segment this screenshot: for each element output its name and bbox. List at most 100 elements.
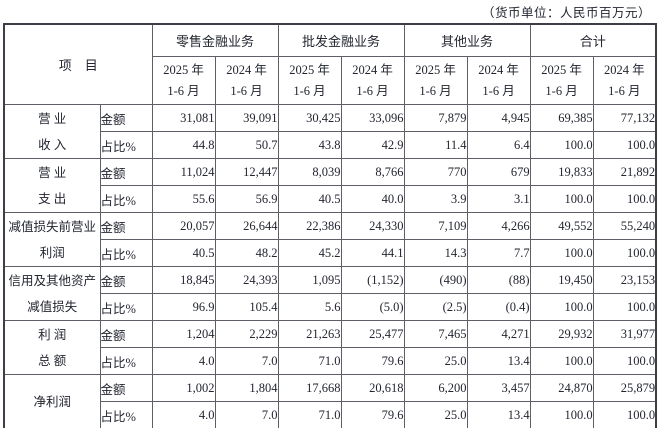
pct-cell: 100.0: [529, 293, 594, 321]
period-year-label: 2025 年: [541, 62, 582, 77]
amount-cell: 31,081: [151, 104, 216, 132]
row-label: 利 润总 额: [3, 320, 101, 375]
row-label: 减值损失前营业 利润: [3, 212, 101, 267]
amount-cell: (1,152): [340, 266, 405, 294]
period-months-label: 1-6 月: [293, 83, 326, 98]
amount-cell: 18,845: [151, 266, 216, 294]
amount-cell: 2,229: [214, 320, 279, 348]
pct-cell: 100.0: [529, 131, 594, 159]
amount-cell: 19,833: [529, 158, 594, 186]
amount-cell: 8,766: [340, 158, 405, 186]
group-header-wholesale: 批发金融业务: [277, 23, 405, 57]
row-label-line: 营 业: [38, 111, 67, 126]
period-header: 2025 年 1-6 月: [277, 56, 342, 105]
amount-cell: 55,240: [592, 212, 657, 240]
pct-cell: 7.7: [466, 239, 531, 267]
pct-cell: (5.0): [340, 293, 405, 321]
amount-sublabel: 金额: [99, 212, 153, 240]
period-header: 2025 年 1-6 月: [151, 56, 216, 105]
pct-cell: 7.0: [214, 347, 279, 375]
amount-cell: 39,091: [214, 104, 279, 132]
amount-cell: 21,892: [592, 158, 657, 186]
table-row: 占比% 55.6 56.9 40.5 40.0 3.9 3.1 100.0 100.0: [4, 185, 657, 213]
pct-cell: 25.0: [403, 347, 468, 375]
amount-cell: 24,870: [529, 374, 594, 402]
pct-cell: 42.9: [340, 131, 405, 159]
pct-cell: 43.8: [277, 131, 342, 159]
amount-cell: 4,266: [466, 212, 531, 240]
period-header: 2024 年 1-6 月: [340, 56, 405, 105]
period-year-label: 2024 年: [604, 62, 645, 77]
amount-sublabel: 金额: [99, 104, 153, 132]
amount-cell: 26,644: [214, 212, 279, 240]
pct-cell: 48.2: [214, 239, 279, 267]
amount-cell: 31,977: [592, 320, 657, 348]
pct-cell: 6.4: [466, 131, 531, 159]
table-row: 利 润总 额金额 1,204 2,229 21,263 25,477 7,465 4,271…: [3, 320, 657, 375]
table-row: 营 业收 入金额 31,081 39,091 30,425 33,096 7,879 4,9…: [3, 104, 657, 159]
pct-cell: 44.1: [340, 239, 405, 267]
amount-cell: 33,096: [340, 104, 405, 132]
amount-cell: 770: [403, 158, 468, 186]
period-months-label: 1-6 月: [419, 83, 452, 98]
period-year-label: 2025 年: [163, 62, 204, 77]
pct-cell: 50.7: [214, 131, 279, 159]
pct-cell: 100.0: [592, 293, 657, 321]
pct-cell: 79.6: [340, 347, 405, 375]
pct-sublabel: 占比%: [99, 347, 153, 375]
amount-sublabel: 金额: [99, 320, 153, 348]
row-label-line: 减值损失: [27, 299, 78, 314]
table-row: 占比% 4.0 7.0 71.0 79.6 25.0 13.4 100.0 100.0: [4, 347, 657, 375]
pct-cell: 3.1: [466, 185, 531, 213]
pct-cell: 100.0: [529, 347, 594, 375]
pct-cell: 100.0: [529, 239, 594, 267]
amount-cell: 20,057: [151, 212, 216, 240]
amount-cell: 7,109: [403, 212, 468, 240]
row-label-line: 净利润: [33, 394, 71, 409]
amount-cell: 1,095: [277, 266, 342, 294]
period-months-label: 1-6 月: [482, 83, 515, 98]
pct-cell: 13.4: [466, 401, 531, 428]
row-label-line: 支 出: [38, 191, 67, 206]
pct-cell: 45.2: [277, 239, 342, 267]
pct-cell: 40.5: [151, 239, 216, 267]
amount-cell: 1,204: [151, 320, 216, 348]
amount-cell: 25,879: [592, 374, 657, 402]
row-label-line: 利 润: [38, 327, 67, 342]
amount-cell: 77,132: [592, 104, 657, 132]
amount-cell: 8,039: [277, 158, 342, 186]
period-header-row: 2025 年 1-6 月 2024 年 1-6 月 2025 年 1-6 月 2024 年 1…: [4, 56, 657, 105]
pct-cell: 79.6: [340, 401, 405, 428]
pct-cell: 100.0: [529, 401, 594, 428]
group-header-other: 其他业务: [403, 23, 531, 57]
table-row: 占比% 44.8 50.7 43.8 42.9 11.4 6.4 100.0 100.0: [4, 131, 657, 159]
amount-cell: 7,879: [403, 104, 468, 132]
row-label-line: 收 入: [38, 137, 67, 152]
pct-cell: 100.0: [592, 131, 657, 159]
pct-cell: 100.0: [592, 347, 657, 375]
pct-cell: 4.0: [151, 347, 216, 375]
period-months-label: 1-6 月: [356, 83, 389, 98]
item-column-header: 项 目: [3, 23, 153, 105]
pct-cell: 13.4: [466, 347, 531, 375]
pct-cell: 71.0: [277, 347, 342, 375]
amount-sublabel: 金额: [99, 374, 153, 402]
amount-cell: 69,385: [529, 104, 594, 132]
period-year-label: 2024 年: [352, 62, 393, 77]
period-header: 2025 年 1-6 月: [529, 56, 594, 105]
period-year-label: 2024 年: [226, 62, 267, 77]
amount-cell: 17,668: [277, 374, 342, 402]
group-header-total: 合计: [529, 23, 657, 57]
amount-cell: 21,263: [277, 320, 342, 348]
period-header: 2024 年 1-6 月: [466, 56, 531, 105]
table-row: 占比% 96.9 105.4 5.6 (5.0) (2.5) (0.4) 100.0 100.0: [4, 293, 657, 321]
pct-cell: 100.0: [592, 401, 657, 428]
pct-cell: 105.4: [214, 293, 279, 321]
amount-cell: 20,618: [340, 374, 405, 402]
row-label-line: 营 业: [38, 165, 67, 180]
pct-cell: 71.0: [277, 401, 342, 428]
pct-sublabel: 占比%: [99, 293, 153, 321]
pct-cell: 11.4: [403, 131, 468, 159]
amount-cell: 7,465: [403, 320, 468, 348]
amount-cell: (490): [403, 266, 468, 294]
